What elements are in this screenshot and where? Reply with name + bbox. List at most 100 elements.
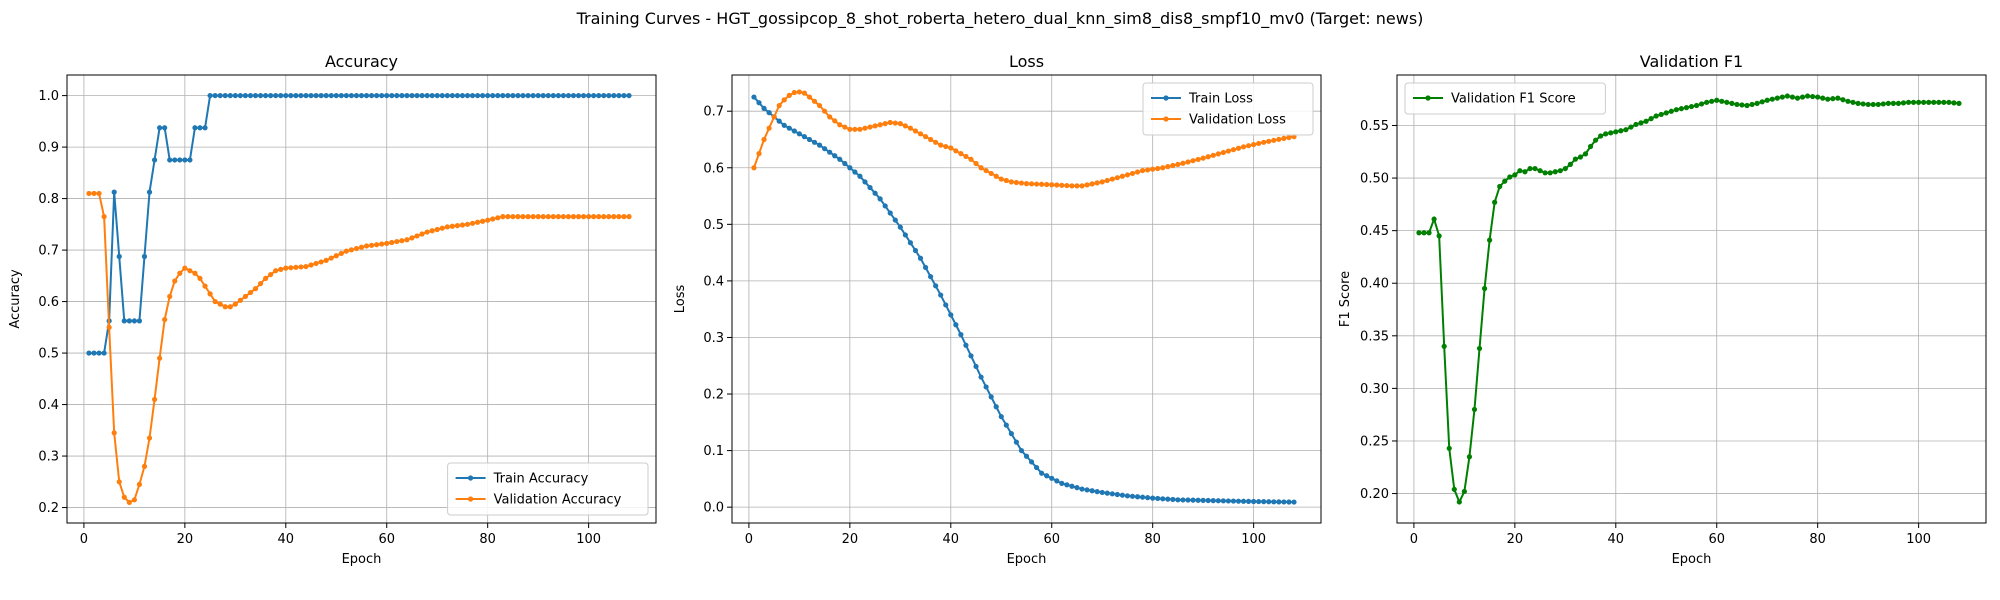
y-tick-label: 0.6 [38, 295, 59, 310]
data-point [968, 353, 974, 359]
y-tick-label: 0.2 [703, 388, 724, 403]
data-point [141, 253, 148, 260]
data-point [1119, 492, 1125, 498]
data-point [796, 89, 802, 95]
data-point [570, 92, 577, 99]
data-point [766, 110, 772, 116]
data-point [1220, 149, 1226, 156]
data-point [363, 92, 370, 99]
data-point [1739, 102, 1745, 108]
data-point [283, 92, 289, 99]
data-point [116, 479, 122, 485]
data-point [394, 92, 400, 99]
data-point [1804, 93, 1811, 99]
data-point [872, 123, 878, 129]
data-point [1562, 165, 1568, 172]
legend-marker [1163, 95, 1169, 101]
data-point [1921, 99, 1927, 105]
data-point [1165, 164, 1171, 170]
y-tick-label: 0.4 [703, 274, 724, 289]
data-point [1074, 183, 1080, 189]
data-point [1256, 140, 1262, 147]
data-point [469, 220, 476, 226]
data-point [217, 92, 223, 99]
data-point [1286, 134, 1292, 141]
data-point [439, 225, 445, 231]
data-point [1729, 100, 1735, 106]
data-point [776, 118, 782, 124]
data-point [530, 92, 536, 99]
data-point [1794, 95, 1801, 101]
data-point [358, 244, 365, 250]
data-point [86, 350, 92, 356]
legend-marker [468, 475, 474, 481]
data-point [1885, 100, 1891, 106]
data-point [1089, 181, 1095, 187]
data-point [1678, 106, 1685, 112]
data-point [756, 100, 762, 106]
data-point [338, 92, 344, 99]
data-point [1688, 103, 1695, 110]
data-point [917, 131, 924, 137]
data-point [1436, 233, 1442, 239]
series-validation-f1-score [1416, 93, 1962, 505]
data-point [811, 139, 818, 145]
data-point [1698, 101, 1705, 107]
series-validation-accuracy [86, 190, 632, 506]
data-point [298, 92, 304, 99]
data-point [1230, 498, 1237, 504]
axes-frame [731, 74, 1322, 524]
data-point [1044, 181, 1050, 188]
data-point [606, 214, 612, 220]
y-tick-label: 0.1 [703, 444, 724, 459]
data-point [1033, 181, 1040, 187]
y-tick-label: 0.9 [38, 141, 59, 156]
data-point [434, 92, 440, 99]
data-point [1471, 406, 1478, 413]
data-point [515, 214, 521, 220]
data-point [1134, 494, 1141, 500]
legend-box [1142, 82, 1314, 136]
data-point [1683, 105, 1690, 111]
data-point [167, 157, 173, 163]
data-point [887, 210, 893, 216]
y-tick-label: 0.6 [703, 161, 724, 176]
data-point [872, 190, 878, 196]
data-point [565, 214, 572, 220]
axes-frame [66, 74, 657, 524]
data-point [968, 156, 974, 162]
data-point [1517, 168, 1523, 174]
data-point [525, 92, 531, 99]
x-tick-label: 60 [1043, 532, 1060, 547]
data-point [101, 214, 107, 220]
data-point [862, 125, 868, 131]
data-point [1552, 169, 1558, 175]
data-point [353, 92, 360, 99]
data-point [1941, 99, 1947, 105]
data-point [1235, 145, 1242, 151]
data-point [111, 430, 117, 436]
data-point [928, 136, 934, 143]
data-point [1754, 100, 1760, 106]
chart-title: Validation F1 [1640, 52, 1743, 71]
data-point [1003, 177, 1009, 184]
data-point [323, 92, 329, 99]
data-point [207, 291, 213, 297]
data-point [1658, 111, 1664, 118]
data-point [1582, 151, 1589, 157]
data-point [368, 242, 375, 248]
data-point [816, 102, 823, 109]
data-point [293, 92, 299, 99]
data-point [192, 125, 198, 131]
data-point [1461, 488, 1467, 495]
data-point [1039, 470, 1045, 476]
data-point [586, 214, 592, 220]
data-point [1124, 172, 1131, 178]
data-point [1251, 141, 1257, 148]
data-point [192, 270, 198, 276]
data-point [766, 125, 772, 131]
y-tick-label: 0.0 [703, 501, 724, 516]
data-point [480, 92, 486, 99]
data-point [806, 136, 813, 143]
data-point [111, 189, 117, 195]
